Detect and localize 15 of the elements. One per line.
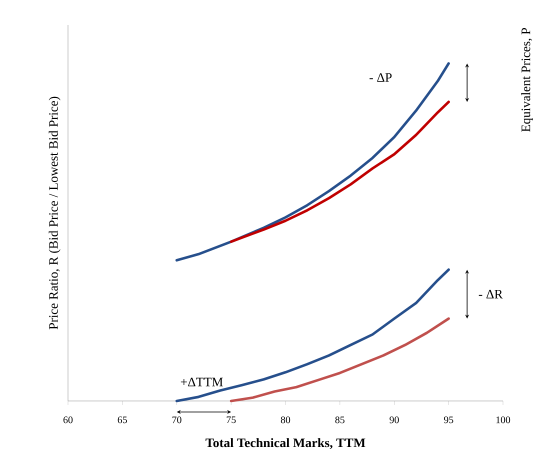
x-tick-label: 90 (390, 416, 399, 424)
x-tick-label: 95 (444, 416, 454, 424)
x-tick-label: 70 (172, 416, 182, 424)
x-tick-label: 100 (496, 416, 510, 424)
x-tick-label: 65 (118, 416, 127, 424)
x-axis-title: Total Technical Marks, TTM (206, 438, 366, 450)
x-tick-label: 80 (280, 416, 290, 424)
y2-axis-title: Equivalent Prices, P (521, 28, 533, 132)
x-tick-label: 75 (226, 416, 236, 424)
annotation: - ΔP (370, 73, 392, 82)
annotation: +ΔTTM (180, 378, 223, 386)
x-tick-label: 85 (335, 416, 344, 424)
x-tick-label: 60 (63, 416, 73, 424)
y-axis-title: Price Ratio, R (Bid Price / Lowest Bid Price) (48, 96, 60, 330)
annotation: - ΔR (478, 290, 503, 298)
